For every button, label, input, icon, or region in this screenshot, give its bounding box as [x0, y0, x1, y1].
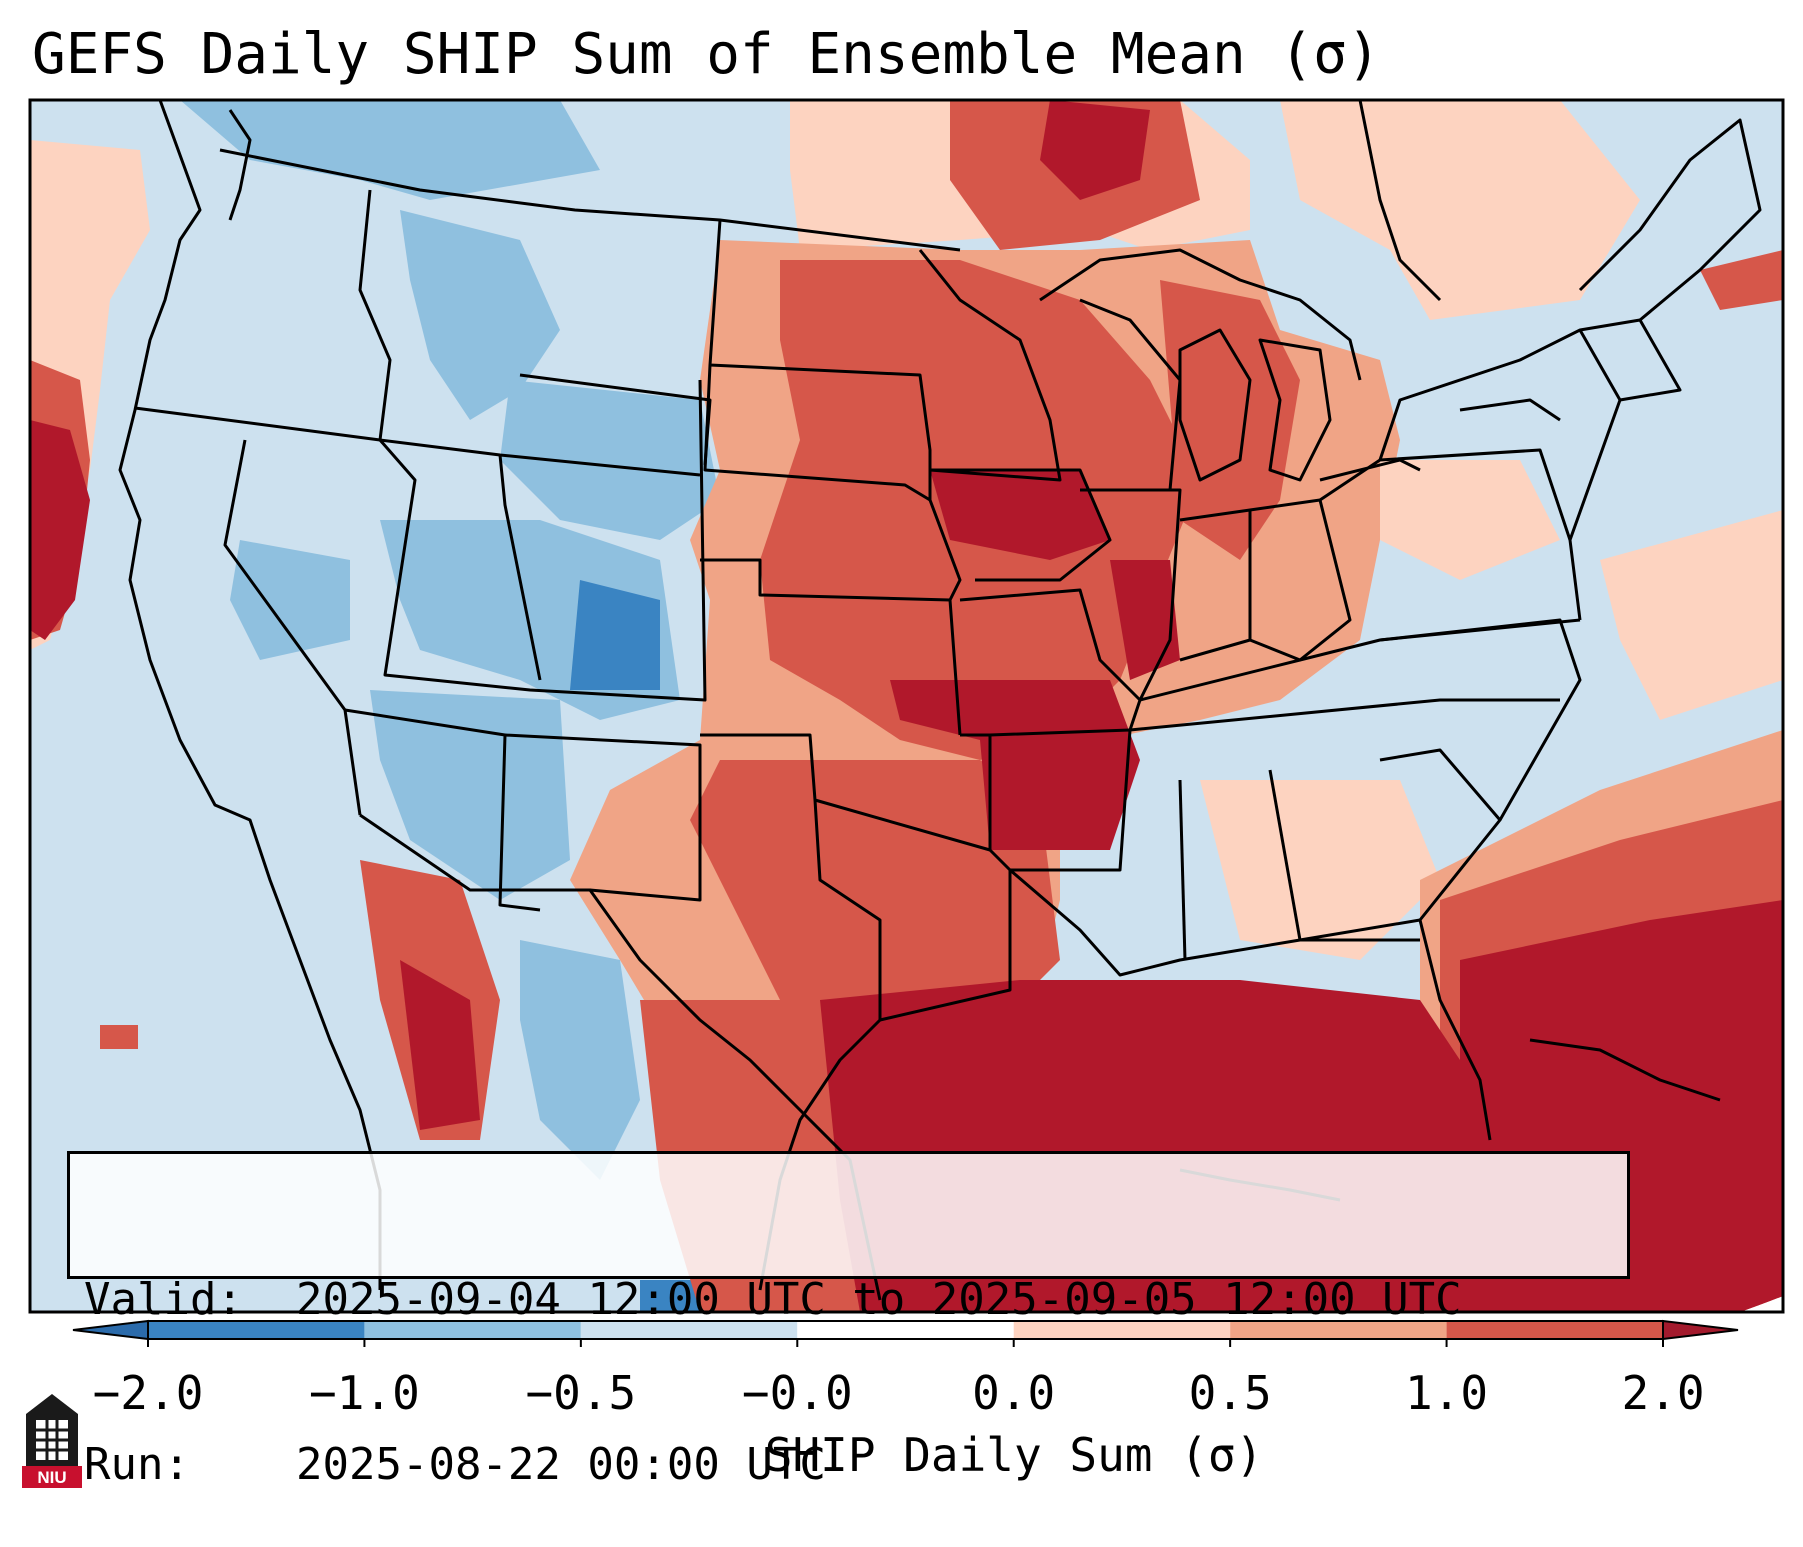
pennsylvania-weak-positive — [1380, 460, 1560, 580]
border-indiana — [1179, 508, 1252, 662]
arkansas-very-strong-positive — [890, 680, 1140, 850]
valid-row: Valid: 2025-09-04 12:00 UTC to 2025-09-0… — [84, 1272, 1613, 1327]
border-ohio — [1249, 498, 1352, 662]
wisconsin-border — [1079, 298, 1182, 491]
svg-text:NIU: NIU — [37, 1468, 66, 1487]
border-us-mexico — [359, 813, 882, 1301]
colorbar-tick-label: 2.0 — [1621, 1366, 1705, 1420]
valid-label: Valid: — [84, 1274, 243, 1325]
border-alabama-georgia — [1268, 769, 1302, 941]
northwest-moderate-negative — [180, 100, 600, 200]
colorbar-tick-label: 1.0 — [1405, 1366, 1489, 1420]
valid-value: 2025-09-04 12:00 UTC to 2025-09-05 12:00… — [296, 1274, 1462, 1325]
carolina-coast — [1379, 618, 1582, 821]
texas-oklahoma-strong-positive — [690, 760, 1060, 1060]
border-utah-east — [498, 454, 542, 681]
border-arizona — [344, 708, 541, 912]
wyoming-moderate-negative — [500, 380, 720, 540]
map-title: GEFS Daily SHIP Sum of Ensemble Mean (σ) — [32, 22, 1381, 87]
border-nevada — [223, 439, 362, 816]
border-utah-colorado — [378, 379, 707, 702]
border-new-york — [1378, 328, 1622, 541]
border-ontario-quebec — [1358, 99, 1442, 302]
maine-strong-positive — [1700, 250, 1783, 310]
border-new-mexico — [504, 733, 702, 902]
run-row: Run: 2025-08-22 00:00 UTC — [84, 1437, 1613, 1492]
colorbar-label: SHIP Daily Sum (σ) — [764, 1428, 1264, 1482]
ship-map — [28, 98, 1785, 1347]
lake-ontario — [1459, 398, 1561, 422]
colorbar-segment — [797, 1321, 1014, 1339]
lake-huron — [1258, 338, 1332, 482]
border-idaho — [358, 189, 392, 441]
border-kansas — [700, 558, 962, 736]
colorbar-tick-label: −0.5 — [525, 1366, 637, 1420]
colorado-strong-negative — [570, 580, 660, 690]
niu-logo: NIU — [22, 1392, 82, 1492]
arizona-moderate-negative — [370, 690, 570, 900]
border-us-canada — [219, 148, 961, 252]
border-illinois — [1080, 488, 1182, 701]
southeast-weak-positive — [1200, 780, 1440, 960]
colorbar-tick-label: −1.0 — [309, 1366, 420, 1420]
pacific-isolated-patch — [100, 1025, 138, 1049]
colorbar-tick-label: 0.0 — [972, 1366, 1056, 1420]
pacific-coastline — [118, 99, 382, 1290]
cuba-coast — [1529, 1038, 1721, 1102]
mexico-moderate-negative — [520, 940, 640, 1180]
border-arkansas — [989, 728, 1132, 872]
border-pennsylvania-virginia — [1319, 448, 1582, 621]
border-or-id-wy — [134, 406, 701, 477]
border-nebraska — [703, 364, 931, 502]
colorbar-segment — [364, 1321, 581, 1339]
nevada-moderate-negative — [230, 540, 350, 660]
borders — [118, 99, 1762, 1301]
florida-peninsula — [1418, 919, 1492, 1141]
idaho-moderate-negative — [400, 210, 560, 420]
manitoba-very-strong-positive — [1040, 100, 1150, 200]
colorbar-segment — [1230, 1321, 1447, 1339]
niu-building-icon: NIU — [22, 1394, 82, 1488]
colorbar-tick-label: −2.0 — [92, 1366, 204, 1420]
puget-sound — [228, 109, 252, 221]
colorbar-extend-high — [1662, 1319, 1739, 1341]
run-label: Run: — [84, 1439, 190, 1490]
map-frame — [28, 98, 1785, 1314]
border-oklahoma — [700, 733, 992, 852]
colorbar-border — [147, 1320, 1664, 1340]
colorbar-tick-label: 0.5 — [1188, 1366, 1272, 1420]
border-south-carolina — [1379, 748, 1502, 921]
border-iowa — [930, 468, 1112, 582]
border-minnesota — [918, 249, 1062, 482]
border-missouri — [959, 588, 1142, 731]
lake-superior — [1039, 248, 1362, 381]
colorbar-tick-label: −0.0 — [741, 1366, 853, 1420]
colorbar — [72, 1319, 1739, 1347]
ship-field — [30, 100, 1783, 1312]
run-value: 2025-08-22 00:00 UTC — [296, 1439, 826, 1490]
iowa-very-strong-positive — [930, 470, 1110, 560]
lake-erie — [1319, 458, 1421, 482]
maine-coast — [1578, 118, 1762, 322]
lake-michigan — [1178, 328, 1252, 482]
colorbar-segment — [1446, 1321, 1663, 1339]
gulf-coast-lower — [1009, 868, 1421, 977]
sonora-very-strong-positive — [400, 960, 480, 1130]
border-new-england — [1579, 318, 1682, 402]
colorbar-segment — [580, 1321, 798, 1339]
colorbar-segment — [1013, 1321, 1231, 1339]
info-box: Valid: 2025-09-04 12:00 UTC to 2025-09-0… — [67, 1151, 1630, 1490]
border-mississippi-alabama — [1178, 779, 1187, 961]
colorbar-segment — [148, 1321, 365, 1339]
border-tennessee-south — [1129, 698, 1560, 732]
illinois-very-strong-positive — [1110, 560, 1180, 680]
great-lakes-strong-positive — [1160, 280, 1300, 560]
atlantic-weak-positive — [1600, 510, 1783, 720]
pacific-very-strong-positive — [30, 420, 90, 640]
